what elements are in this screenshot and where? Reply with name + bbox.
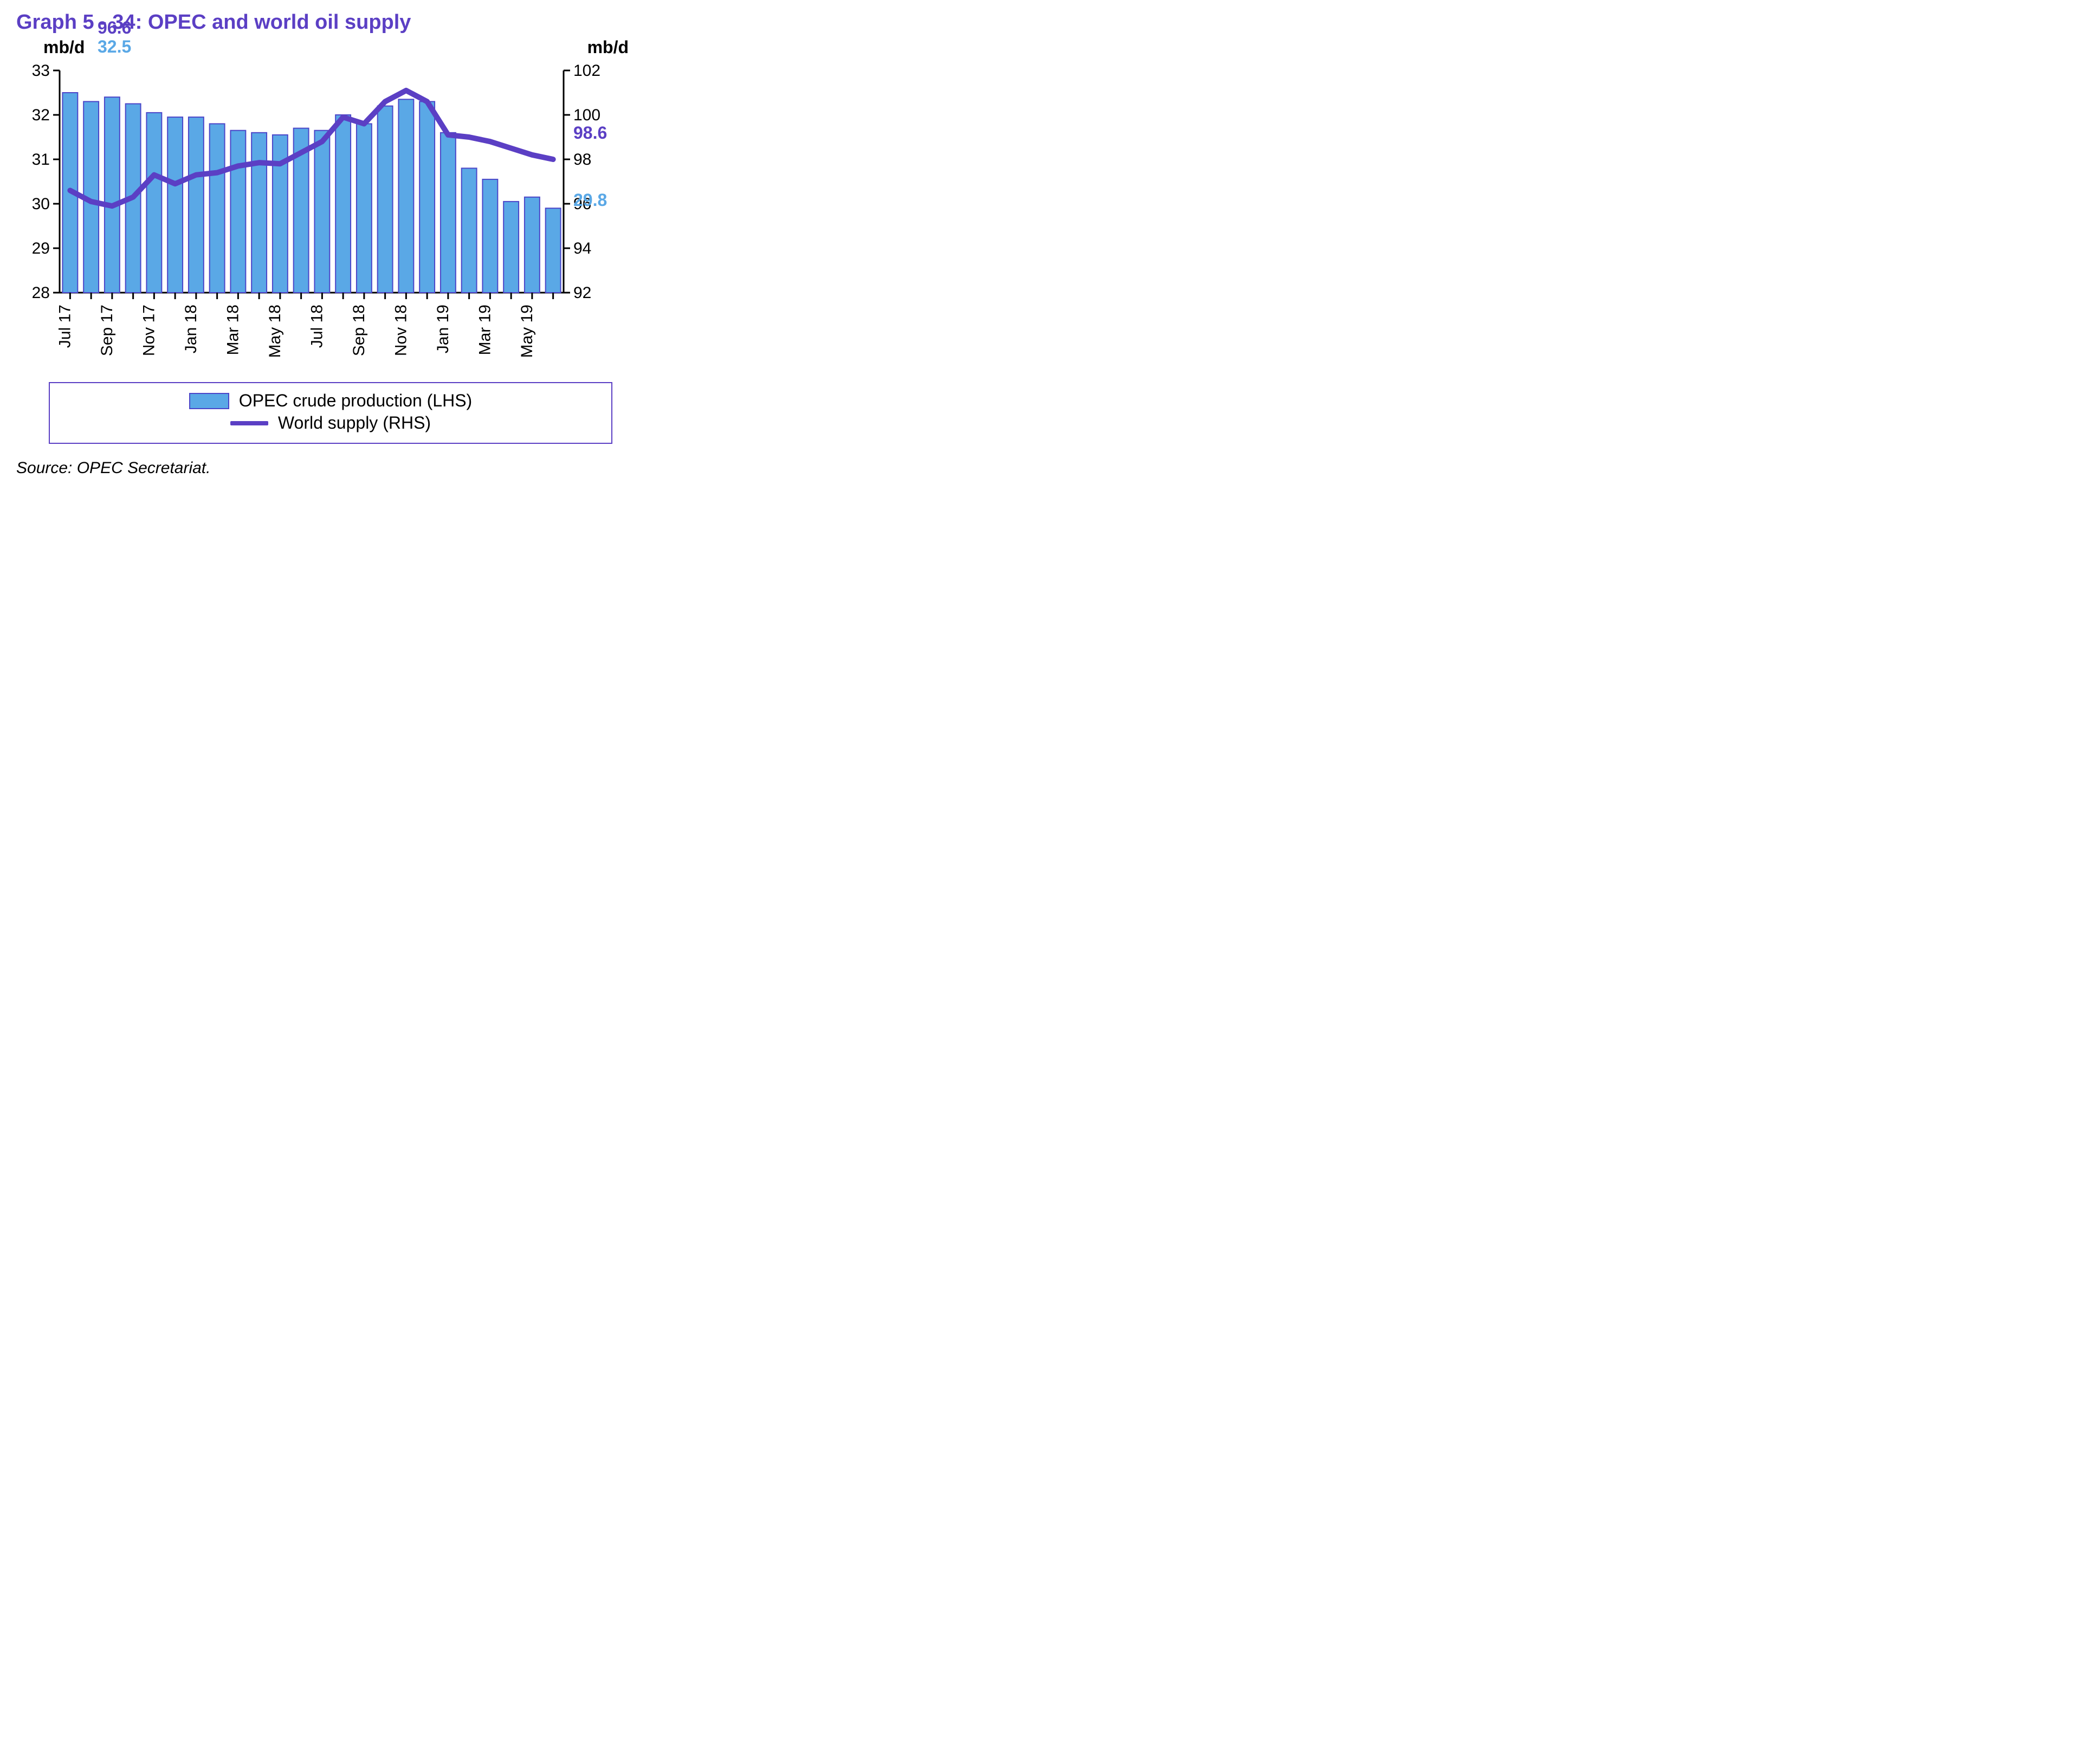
svg-text:98: 98 — [573, 151, 591, 169]
legend-row-bar: OPEC crude production (LHS) — [61, 391, 600, 411]
svg-text:May 19: May 19 — [518, 305, 536, 358]
svg-text:Jan 19: Jan 19 — [434, 305, 452, 353]
svg-text:92: 92 — [573, 284, 591, 302]
legend-bar-label: OPEC crude production (LHS) — [239, 391, 472, 411]
legend-line-label: World supply (RHS) — [278, 413, 431, 433]
svg-text:May 18: May 18 — [266, 305, 284, 358]
svg-text:Jul 17: Jul 17 — [56, 305, 74, 348]
svg-text:29.8: 29.8 — [573, 190, 607, 210]
svg-text:98.6: 98.6 — [573, 123, 607, 143]
svg-text:30: 30 — [32, 195, 50, 213]
svg-text:94: 94 — [573, 240, 591, 257]
svg-text:32: 32 — [32, 106, 50, 124]
svg-text:100: 100 — [573, 106, 600, 124]
chart-area: 96.6 32.5 28293031323392949698100102Jul … — [16, 60, 634, 366]
svg-text:Jul 18: Jul 18 — [308, 305, 326, 348]
legend-swatch-line — [230, 421, 268, 425]
callouts-top: 96.6 32.5 — [98, 18, 131, 56]
unit-right: mb/d — [587, 37, 629, 57]
svg-text:Mar 18: Mar 18 — [224, 305, 242, 355]
legend: OPEC crude production (LHS) World supply… — [49, 382, 612, 444]
svg-text:Nov 18: Nov 18 — [392, 305, 410, 356]
legend-swatch-bar — [189, 393, 229, 409]
svg-text:28: 28 — [32, 284, 50, 302]
chart-svg: 28293031323392949698100102Jul 17Sep 17No… — [16, 60, 612, 363]
svg-text:Jan 18: Jan 18 — [182, 305, 200, 353]
svg-text:Sep 18: Sep 18 — [350, 305, 368, 356]
svg-text:29: 29 — [32, 240, 50, 257]
callout-first-bar: 32.5 — [98, 37, 131, 56]
svg-text:102: 102 — [573, 62, 600, 80]
callout-first-line: 96.6 — [98, 18, 131, 37]
svg-text:Sep 17: Sep 17 — [98, 305, 116, 356]
svg-text:31: 31 — [32, 151, 50, 169]
legend-row-line: World supply (RHS) — [61, 413, 600, 433]
source-text: Source: OPEC Secretariat. — [16, 459, 634, 477]
svg-text:Mar 19: Mar 19 — [476, 305, 494, 355]
unit-left: mb/d — [43, 37, 85, 57]
svg-text:Nov 17: Nov 17 — [140, 305, 158, 356]
svg-text:33: 33 — [32, 62, 50, 80]
